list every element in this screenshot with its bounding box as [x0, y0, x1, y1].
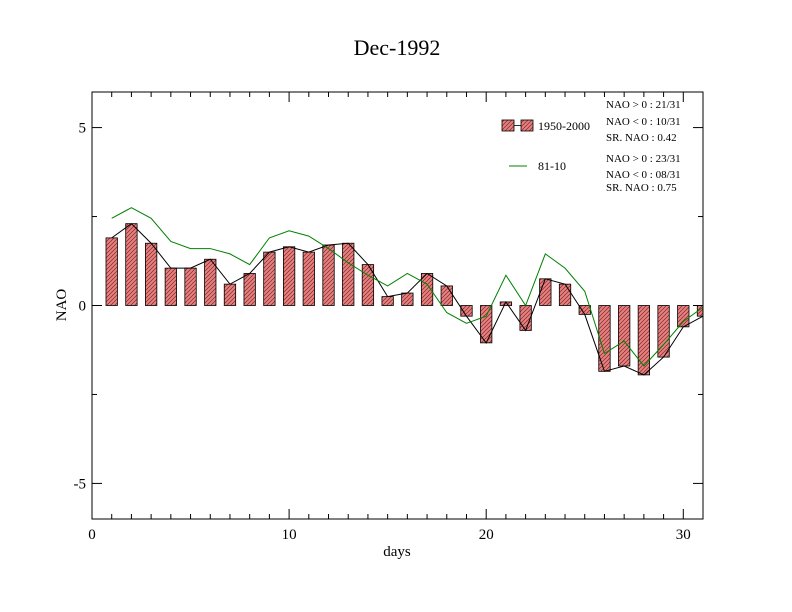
nao-bar-day-11	[302, 251, 315, 306]
legend: 1950-2000 81-10	[501, 119, 590, 173]
stat-1950-nao-negative: NAO < 0 : 10/31	[606, 116, 681, 128]
nao-bar-day-22	[519, 305, 532, 331]
stats-block: NAO > 0 : 21/31 NAO < 0 : 10/31 SR. NAO …	[606, 99, 681, 194]
bar-series-connector-line	[111, 223, 703, 376]
stat-8110-sr-nao: SR. NAO : 0.75	[606, 182, 677, 194]
axis-ticks: 0 10 20 30 -5 0 5	[74, 92, 704, 543]
x-axis-label: days	[383, 544, 411, 560]
nao-bar-day-9	[263, 251, 276, 306]
nao-bar-day-2	[125, 223, 138, 306]
nao-bar-day-5	[184, 267, 197, 306]
nao-bar-day-15	[381, 296, 394, 306]
stat-1950-nao-positive: NAO > 0 : 21/31	[606, 99, 681, 111]
nao-bar-day-18	[440, 285, 453, 306]
chart-title: Dec-1992	[354, 35, 441, 60]
x-tick-label: 10	[282, 527, 297, 543]
nao-bar-day-7	[223, 283, 237, 306]
stat-1950-sr-nao: SR. NAO : 0.42	[606, 132, 677, 144]
nao-bar-day-10	[282, 246, 296, 306]
nao-bar-day-13	[342, 242, 355, 306]
nao-bar-day-3	[145, 242, 158, 306]
legend-label-81-10: 81-10	[538, 159, 566, 173]
stat-8110-nao-negative: NAO < 0 : 08/31	[606, 169, 681, 181]
y-tick-label: 5	[79, 121, 87, 137]
y-tick-label: -5	[74, 476, 87, 492]
nao-bar-day-26	[598, 305, 611, 372]
nao-bar-day-6	[204, 258, 217, 306]
nao-bar-day-25	[578, 305, 591, 315]
nao-bar-day-23	[539, 278, 552, 306]
nao-bar-day-24	[558, 283, 572, 306]
x-tick-label: 0	[88, 527, 96, 543]
stat-8110-nao-positive: NAO > 0 : 23/31	[606, 153, 681, 165]
nao-bar-day-27	[618, 305, 631, 367]
nao-bar-day-16	[401, 292, 414, 306]
bars-layer	[105, 223, 703, 376]
x-tick-label: 30	[676, 527, 691, 543]
x-tick-label: 20	[479, 527, 494, 543]
nao-bar-day-30	[677, 305, 690, 328]
nao-bar-day-4	[164, 267, 177, 306]
y-axis-label: NAO	[54, 289, 70, 322]
legend-bar-swatch-left	[501, 119, 515, 132]
nao-bar-day-1	[105, 237, 118, 306]
nao-bar-day-28	[637, 305, 650, 376]
legend-bar-swatch-right	[520, 119, 534, 132]
legend-label-1950-2000: 1950-2000	[538, 119, 590, 133]
series-line-81-10	[111, 207, 703, 367]
nao-bar-day-12	[322, 244, 335, 306]
nao-bar-day-8	[243, 273, 256, 306]
lines-layer	[111, 207, 703, 376]
y-tick-label: 0	[79, 299, 87, 315]
